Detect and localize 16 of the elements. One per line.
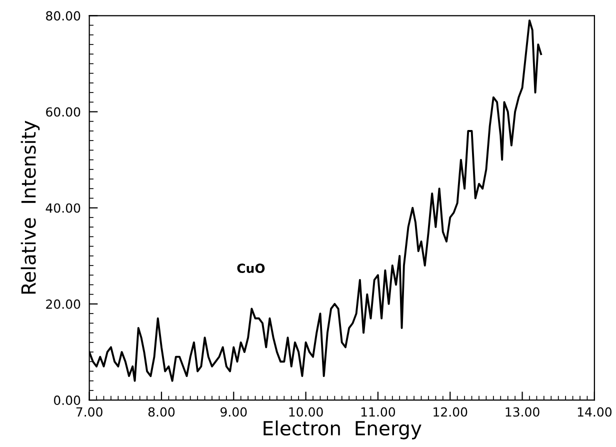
x-tick-label: 9.00 [220,407,247,417]
x-tick-label: 10.00 [289,407,323,417]
y-tick-label: 80.00 [46,11,80,21]
y-tick-label: 0.00 [54,396,80,405]
x-tick-label: 7.00 [76,407,102,417]
y-tick-label: 60.00 [46,107,80,117]
x-axis-title: Electron Energy [264,420,422,440]
x-tick-label: 8.00 [148,407,175,417]
y-tick-label: 20.00 [46,299,80,309]
x-tick-label: 11.00 [361,407,396,417]
y-axis-title: Relative Intensity [20,120,40,294]
y-tick-label: 40.00 [46,203,80,213]
x-tick-label: 12.00 [434,407,468,417]
x-tick-label: 13.00 [506,407,540,417]
annotation: CuO [237,264,265,273]
x-tick-label: 14.00 [578,407,612,417]
